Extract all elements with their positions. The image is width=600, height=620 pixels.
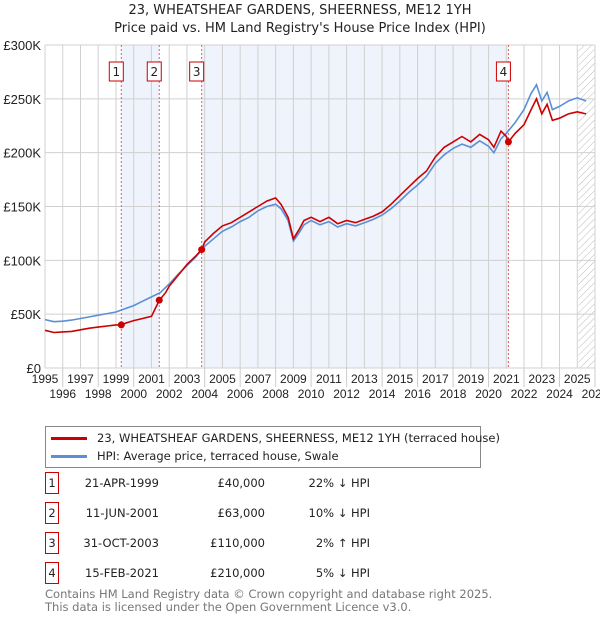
sale-number: 2 (45, 502, 59, 524)
sale-point (117, 321, 125, 329)
legend-label-property: 23, WHEATSHEAF GARDENS, SHEERNESS, ME12 … (97, 431, 500, 445)
x-tick-label: 2010 (298, 387, 325, 401)
y-tick-label: £0 (27, 361, 41, 376)
sale-marker-label: 1 (112, 65, 120, 79)
x-tick-label: 2016 (404, 387, 431, 401)
sale-date: 11-JUN-2001 (85, 506, 159, 520)
x-tick-label: 2024 (546, 387, 573, 401)
y-tick-label: £150K (3, 200, 41, 215)
chart-title: 23, WHEATSHEAF GARDENS, SHEERNESS, ME12 … (128, 3, 472, 18)
sale-row: 1 21-APR-1999 £40,000 22% ↓ HPI (45, 472, 375, 494)
x-tick-label: 2006 (227, 387, 254, 401)
x-tick-label: 2020 (475, 387, 502, 401)
x-tick-label: 2001 (138, 372, 165, 386)
x-tick-label: 2005 (209, 372, 236, 386)
x-tick-label: 2014 (369, 387, 396, 401)
sale-number: 3 (45, 532, 59, 554)
sale-hpi-diff: 22% ↓ HPI (308, 476, 370, 490)
legend-item-property: 23, WHEATSHEAF GARDENS, SHEERNESS, ME12 … (51, 430, 500, 446)
sale-marker-label: 3 (193, 65, 201, 79)
x-tick-label: 2017 (422, 372, 449, 386)
x-tick-label: 2022 (511, 387, 538, 401)
x-tick-label: 2007 (245, 372, 272, 386)
x-tick-label: 2015 (386, 372, 413, 386)
x-tick-label: 2023 (528, 372, 555, 386)
x-tick-label: 2018 (440, 387, 467, 401)
sale-hpi-diff: 10% ↓ HPI (308, 506, 370, 520)
x-tick-label: 2000 (120, 387, 147, 401)
footer: Contains HM Land Registry data © Crown c… (45, 588, 492, 614)
x-tick-label: 1997 (67, 372, 94, 386)
sale-price: £110,000 (210, 536, 265, 550)
x-tick-label: 2019 (457, 372, 484, 386)
x-tick-label: 1995 (32, 372, 59, 386)
sale-date: 31-OCT-2003 (83, 536, 159, 550)
x-tick-label: 1998 (85, 387, 112, 401)
y-tick-label: £50K (11, 307, 42, 322)
sale-row: 2 11-JUN-2001 £63,000 10% ↓ HPI (45, 502, 375, 524)
x-tick-label: 1999 (103, 372, 130, 386)
sale-marker-box (146, 61, 162, 82)
legend-item-hpi: HPI: Average price, terraced house, Swal… (51, 448, 339, 464)
x-tick-label: 2003 (174, 372, 201, 386)
sale-marker-box (189, 61, 205, 82)
x-tick-label: 2002 (156, 387, 183, 401)
sale-point (198, 246, 206, 254)
y-tick-label: £200K (3, 146, 41, 161)
x-tick-label: 2025 (564, 372, 591, 386)
sale-point (504, 138, 512, 146)
sale-row: 4 15-FEB-2021 £210,000 5% ↓ HPI (45, 562, 375, 584)
y-tick-label: £100K (3, 253, 41, 268)
x-tick-label: 2021 (493, 372, 520, 386)
x-tick-label: 2011 (316, 372, 342, 386)
y-tick-label: £300K (3, 38, 41, 53)
footer-licence: This data is licensed under the Open Gov… (45, 600, 412, 614)
x-tick-label: 2012 (333, 387, 360, 401)
chart-subtitle: Price paid vs. HM Land Registry's House … (114, 21, 486, 36)
series-line-property (44, 96, 587, 334)
x-tick-label: 2008 (262, 387, 289, 401)
legend: 23, WHEATSHEAF GARDENS, SHEERNESS, ME12 … (45, 426, 500, 468)
sale-price: £40,000 (217, 476, 265, 490)
sale-marker-box (108, 61, 124, 82)
sale-number: 4 (45, 562, 59, 584)
sale-date: 21-APR-1999 (84, 476, 159, 490)
sale-marker-box (495, 61, 511, 82)
x-tick-label: 2004 (191, 387, 218, 401)
sale-hpi-diff: 2% ↑ HPI (315, 536, 370, 550)
sale-date: 15-FEB-2021 (85, 566, 159, 580)
sale-price: £210,000 (210, 566, 265, 580)
sale-hpi-diff: 5% ↓ HPI (315, 566, 370, 580)
series-line-hpi (44, 82, 587, 323)
sale-point (155, 296, 163, 304)
sale-number: 1 (45, 472, 59, 494)
price-chart: 1995199619971998199920002001200220032004… (3, 38, 600, 401)
x-tick-label: 2026 (582, 387, 600, 401)
footer-copyright: Contains HM Land Registry data © Crown c… (45, 587, 493, 601)
legend-label-hpi: HPI: Average price, terraced house, Swal… (97, 449, 339, 463)
sale-price: £63,000 (217, 506, 265, 520)
sale-marker-label: 4 (500, 65, 508, 79)
x-tick-label: 1996 (49, 387, 76, 401)
x-tick-label: 2009 (280, 372, 307, 386)
legend-swatch-red (51, 436, 87, 440)
legend-swatch-blue (51, 454, 87, 458)
x-tick-label: 2013 (351, 372, 378, 386)
y-tick-label: £250K (3, 92, 41, 107)
sale-marker-label: 2 (150, 65, 158, 79)
sale-row: 3 31-OCT-2003 £110,000 2% ↑ HPI (45, 532, 375, 554)
